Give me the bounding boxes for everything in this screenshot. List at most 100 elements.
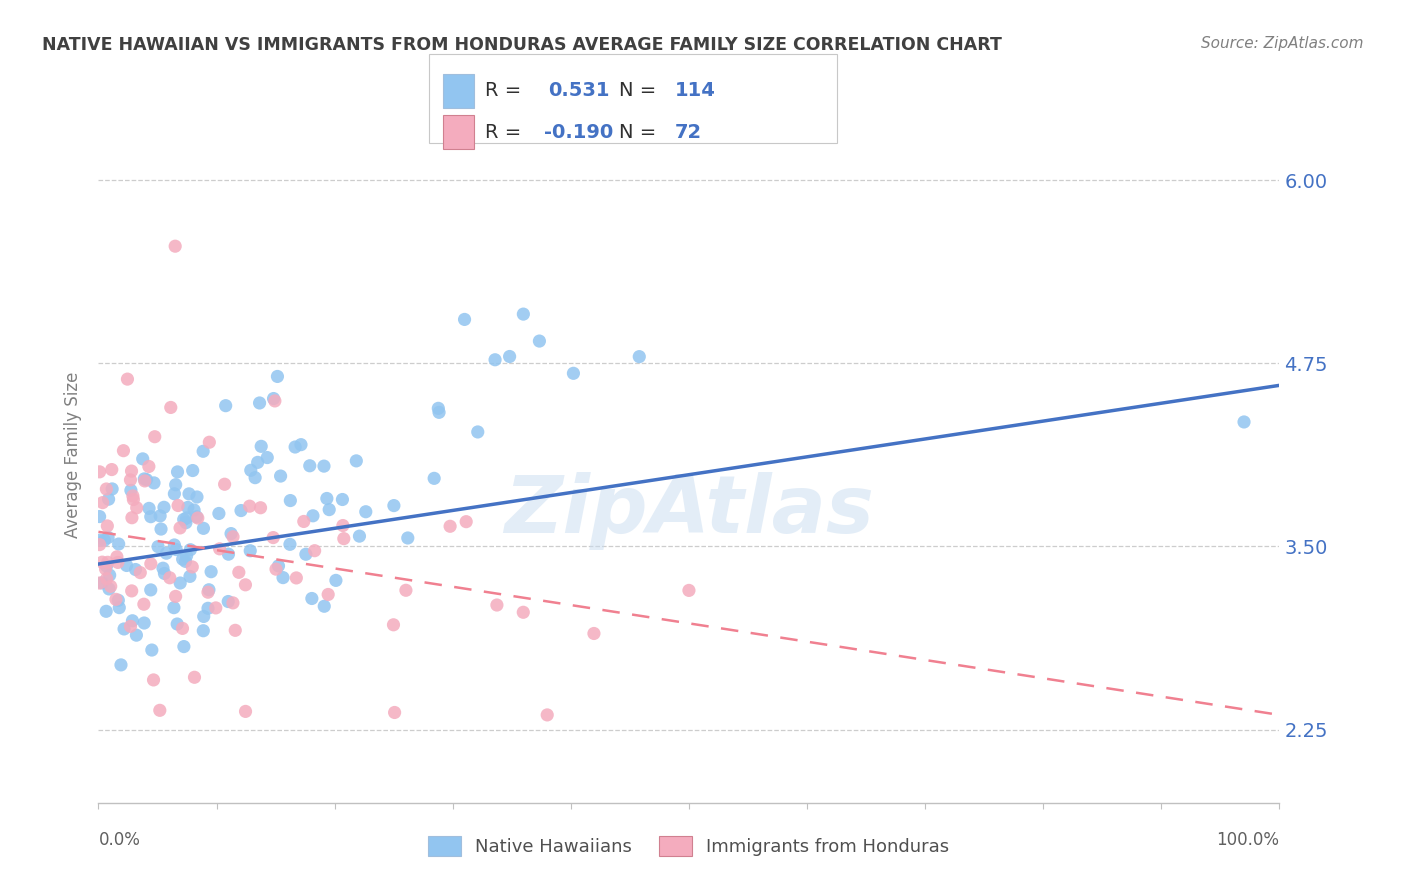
Point bbox=[263, 393, 285, 408]
Point bbox=[256, 450, 278, 465]
Point bbox=[172, 621, 194, 635]
Text: N =: N = bbox=[619, 81, 662, 101]
Point bbox=[264, 562, 287, 576]
Point bbox=[153, 566, 176, 581]
Point bbox=[159, 571, 181, 585]
Point bbox=[173, 640, 195, 654]
Point bbox=[120, 473, 142, 487]
Point bbox=[439, 519, 461, 533]
Y-axis label: Average Family Size: Average Family Size bbox=[65, 372, 83, 538]
Point bbox=[152, 561, 174, 575]
Point bbox=[97, 555, 120, 569]
Text: 72: 72 bbox=[675, 122, 702, 142]
Point bbox=[173, 512, 195, 526]
Point bbox=[159, 401, 181, 415]
Point bbox=[318, 502, 340, 516]
Point bbox=[246, 455, 269, 469]
Point bbox=[179, 569, 201, 583]
Text: -0.190: -0.190 bbox=[544, 122, 613, 142]
Point bbox=[186, 509, 208, 524]
Point bbox=[134, 474, 156, 488]
Point bbox=[108, 600, 131, 615]
Point bbox=[325, 574, 347, 588]
Point bbox=[208, 541, 231, 556]
Point bbox=[222, 596, 245, 610]
Point bbox=[165, 239, 187, 253]
Point bbox=[219, 526, 242, 541]
Point bbox=[139, 509, 162, 524]
Point bbox=[149, 703, 172, 717]
Point bbox=[115, 558, 138, 573]
Point bbox=[96, 559, 118, 574]
Point bbox=[332, 518, 354, 533]
Point bbox=[235, 705, 257, 719]
Text: 0.531: 0.531 bbox=[548, 81, 610, 101]
Point bbox=[112, 443, 135, 458]
Point bbox=[239, 543, 262, 558]
Point bbox=[239, 499, 262, 513]
Point bbox=[129, 566, 152, 580]
Point bbox=[301, 591, 323, 606]
Point bbox=[89, 509, 111, 524]
Point bbox=[110, 657, 132, 672]
Point bbox=[678, 583, 700, 598]
Point bbox=[384, 706, 406, 720]
Point bbox=[453, 312, 475, 326]
Point bbox=[89, 533, 111, 548]
Text: 100.0%: 100.0% bbox=[1216, 830, 1279, 848]
Point bbox=[91, 575, 114, 590]
Point bbox=[146, 540, 169, 554]
Point bbox=[304, 543, 326, 558]
Point bbox=[467, 425, 489, 439]
Point bbox=[96, 482, 118, 496]
Text: ZipAtlas: ZipAtlas bbox=[503, 472, 875, 549]
Point bbox=[396, 531, 419, 545]
Point bbox=[218, 547, 240, 561]
Point bbox=[485, 598, 508, 612]
Point bbox=[222, 530, 245, 544]
Point bbox=[134, 615, 156, 630]
Point bbox=[284, 440, 307, 454]
Point bbox=[143, 475, 166, 490]
Point bbox=[229, 503, 252, 517]
Point bbox=[107, 593, 129, 607]
Point bbox=[183, 503, 205, 517]
Point bbox=[484, 352, 506, 367]
Point bbox=[120, 483, 142, 498]
Point bbox=[349, 529, 371, 543]
Point bbox=[512, 605, 534, 619]
Point bbox=[267, 558, 290, 573]
Point bbox=[96, 572, 118, 586]
Point bbox=[295, 547, 318, 561]
Point bbox=[395, 583, 418, 598]
Point bbox=[316, 587, 339, 601]
Point bbox=[382, 617, 405, 632]
Point bbox=[270, 469, 292, 483]
Point bbox=[312, 459, 335, 474]
Point bbox=[97, 531, 120, 545]
Point bbox=[197, 601, 219, 615]
Point bbox=[183, 670, 205, 684]
Point bbox=[166, 617, 188, 632]
Point bbox=[143, 430, 166, 444]
Point bbox=[427, 405, 450, 419]
Point bbox=[132, 451, 155, 466]
Point bbox=[1233, 415, 1256, 429]
Point bbox=[314, 599, 336, 614]
Point bbox=[89, 465, 111, 479]
Point bbox=[302, 508, 325, 523]
Point bbox=[105, 549, 128, 564]
Text: 114: 114 bbox=[675, 81, 716, 101]
Point bbox=[278, 537, 301, 551]
Point bbox=[169, 576, 191, 591]
Text: NATIVE HAWAIIAN VS IMMIGRANTS FROM HONDURAS AVERAGE FAMILY SIZE CORRELATION CHAR: NATIVE HAWAIIAN VS IMMIGRANTS FROM HONDU… bbox=[42, 36, 1002, 54]
Point bbox=[224, 624, 246, 638]
Point bbox=[198, 435, 221, 450]
Text: R =: R = bbox=[485, 81, 527, 101]
Point bbox=[177, 487, 200, 501]
Point bbox=[121, 464, 143, 478]
Legend: Native Hawaiians, Immigrants from Honduras: Native Hawaiians, Immigrants from Hondur… bbox=[422, 829, 956, 863]
Point bbox=[139, 582, 162, 597]
Point bbox=[98, 582, 121, 596]
Point bbox=[193, 521, 215, 535]
